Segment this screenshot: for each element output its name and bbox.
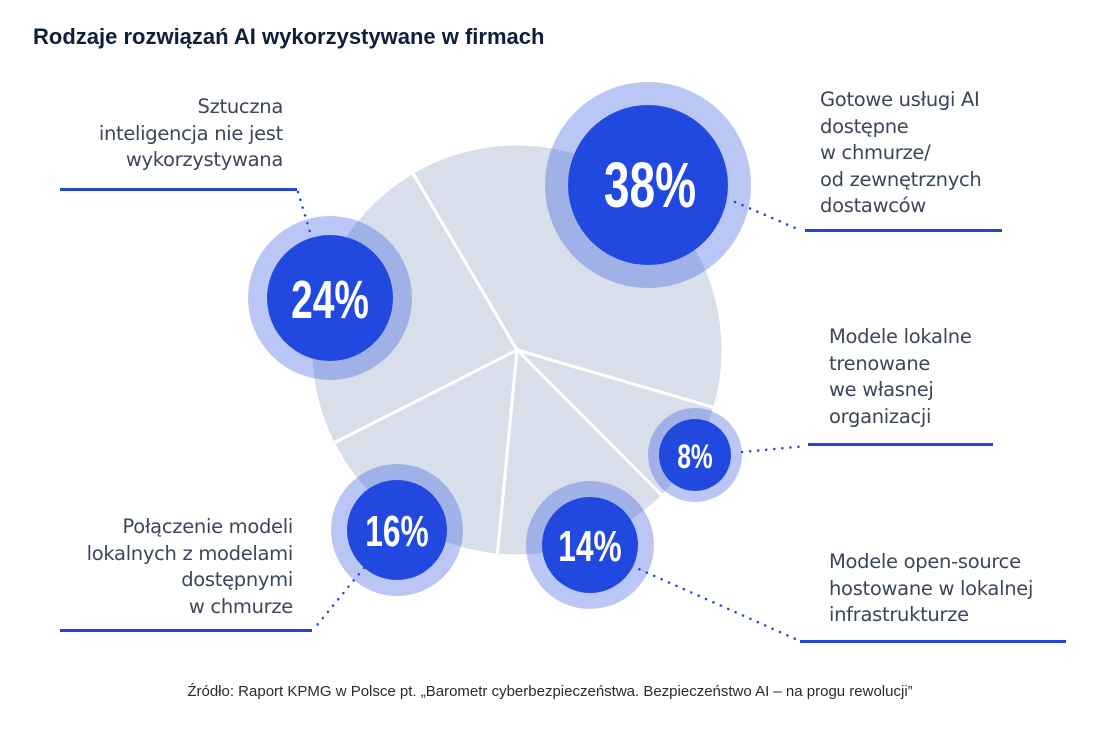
bubble-14: [542, 497, 638, 593]
leader-line-24: [296, 190, 312, 234]
data-label-14: 14%: [558, 522, 621, 571]
label-line: wykorzystywana: [125, 148, 283, 171]
label-line: Modele open-source: [829, 550, 1021, 573]
label-line: Modele lokalne: [829, 325, 972, 348]
label-line: Sztuczna: [197, 95, 284, 118]
category-label-local-trained: Modele lokalne trenowane we własnej orga…: [829, 324, 972, 430]
bubble-16: [347, 480, 447, 580]
label-line: w chmurze: [188, 594, 293, 618]
label-underline: [60, 629, 312, 632]
chart-title: Rodzaje rozwiązań AI wykorzystywane w fi…: [33, 24, 545, 49]
label-line: dostępnymi: [181, 568, 293, 591]
source-note: Źródło: Raport KPMG w Polsce pt. „Barome…: [187, 683, 913, 700]
category-label-hybrid: Połączenie modeli lokalnych z modelami d…: [86, 514, 294, 620]
label-line: Gotowe usługi AI: [820, 88, 980, 111]
data-label-24: 24%: [291, 269, 369, 330]
label-line: organizacji: [829, 404, 932, 428]
label-line: inteligencja nie jest: [98, 121, 283, 145]
value-bubbles: [248, 82, 751, 609]
label-line: lokalnych z modelami: [86, 541, 294, 565]
leader-line-16: [311, 566, 366, 632]
label-underline: [805, 229, 1002, 232]
category-label-open-source: Modele open-source hostowane w lokalnej …: [829, 549, 1033, 629]
label-line: trenowane: [829, 351, 931, 375]
label-underline: [808, 443, 993, 446]
data-label-8: 8%: [677, 438, 712, 476]
label-line: infrastrukturze: [829, 603, 969, 626]
label-line: od zewnętrznych: [820, 167, 982, 191]
label-line: Połączenie modeli: [122, 515, 294, 538]
label-underline: [60, 188, 297, 191]
leader-lines: [296, 190, 808, 643]
label-line: w chmurze/: [820, 141, 931, 164]
label-line: dostępne: [820, 114, 909, 138]
data-label-38: 38%: [604, 150, 696, 221]
bubble-8: [659, 419, 731, 491]
bubble-24: [267, 235, 393, 361]
label-line: hostowane w lokalnej: [829, 576, 1034, 600]
leader-line-14: [630, 564, 802, 643]
label-line: dostawców: [820, 194, 926, 217]
category-label-cloud-services: Gotowe usługi AI dostępne w chmurze/ od …: [820, 87, 982, 220]
label-line: we własnej: [829, 378, 934, 401]
data-label-16: 16%: [365, 507, 428, 556]
label-underline: [800, 640, 1066, 643]
category-label-no-ai: Sztuczna inteligencja nie jest wykorzyst…: [99, 94, 283, 174]
bubble-38: [568, 105, 728, 265]
leader-line-8: [740, 444, 808, 454]
